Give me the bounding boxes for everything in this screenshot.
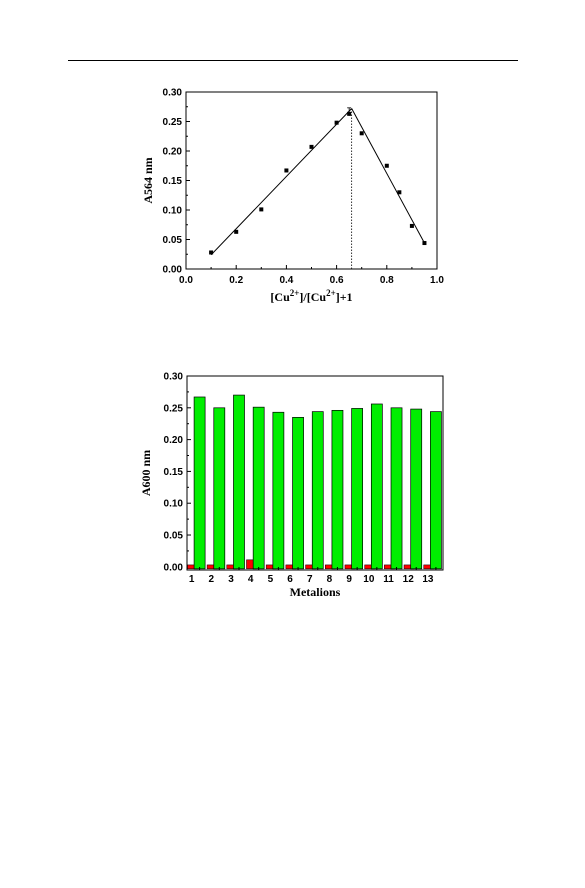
data-point: [209, 250, 214, 255]
bar-x-tick-label: 3: [228, 574, 234, 585]
bar-x-tick-label: 6: [287, 574, 293, 585]
data-point: [397, 190, 402, 195]
data-point: [409, 223, 414, 228]
bar-y-tick-label: 0.25: [164, 403, 184, 414]
x-axis-title-superscript: 2+: [326, 288, 336, 298]
bar-x-tick-label: 7: [307, 574, 313, 585]
y-tick-label: 0.10: [163, 206, 183, 217]
green-bar: [370, 403, 383, 570]
data-point: [422, 241, 427, 246]
green-bar: [213, 407, 226, 570]
y-tick-label: 0.25: [163, 117, 183, 128]
y-tick-label: 0.15: [163, 176, 183, 187]
header-rule: [68, 60, 518, 61]
bar-x-tick-label: 4: [248, 574, 254, 585]
green-bar: [410, 408, 423, 570]
data-point: [334, 120, 339, 125]
bar-plot-frame: [186, 375, 444, 571]
bar-y-tick-label: 0.20: [164, 435, 184, 446]
green-bar: [331, 409, 344, 570]
x-axis-title-part: ]/[Cu: [299, 290, 326, 304]
data-point: [309, 144, 314, 149]
bar-y-axis-title: A600 nm: [139, 450, 153, 496]
fit-line: [210, 108, 353, 256]
bar-y-tick-label: 0.10: [164, 499, 184, 510]
x-tick-label: 0.2: [229, 275, 243, 286]
green-bar: [292, 416, 304, 570]
green-bar: [252, 406, 265, 570]
y-tick-label: 0.30: [163, 88, 183, 99]
green-bar: [390, 407, 403, 570]
bar-y-tick-label: 0.15: [164, 467, 184, 478]
bar-x-tick-label: 9: [346, 574, 352, 585]
bar-x-tick-label: 13: [422, 574, 434, 585]
data-point: [284, 168, 289, 173]
green-bar: [272, 411, 285, 570]
green-bar: [311, 411, 324, 570]
data-point: [359, 131, 364, 136]
y-tick-label: 0.00: [163, 265, 183, 276]
data-point: [384, 163, 389, 168]
bar-y-tick-label: 0.00: [164, 562, 184, 573]
x-tick-label: 0.8: [380, 275, 394, 286]
x-axis-title-superscript: 2+: [290, 288, 300, 298]
y-axis-title: A564 nm: [141, 157, 155, 203]
bar-y-tick-label: 0.30: [164, 372, 184, 383]
bar-x-tick-label: 12: [403, 574, 415, 585]
green-bar: [351, 408, 364, 570]
data-point: [259, 207, 264, 212]
bar-x-tick-label: 11: [383, 574, 394, 585]
x-axis-title: [Cu2+]/[Cu2+]+1: [270, 288, 352, 304]
x-tick-label: 0.0: [179, 275, 193, 286]
bar-x-tick-label: 8: [327, 574, 333, 585]
x-tick-label: 0.4: [279, 275, 293, 286]
x-tick-label: 1.0: [430, 275, 444, 286]
y-tick-label: 0.05: [163, 235, 183, 246]
x-tick-label: 0.6: [330, 275, 344, 286]
bar-y-tick-label: 0.05: [164, 531, 184, 542]
bar-x-tick-label: 5: [268, 574, 274, 585]
y-tick-label: 0.20: [163, 147, 183, 158]
data-point: [234, 229, 239, 234]
bar-x-tick-label: 10: [363, 574, 375, 585]
bar-x-tick-label: 2: [209, 574, 215, 585]
green-bar: [430, 411, 442, 570]
green-bar: [193, 396, 206, 570]
bar-x-axis-title: Metalions: [290, 585, 341, 599]
x-axis-title-part: ]+1: [336, 290, 353, 304]
fit-line: [351, 108, 425, 244]
bar-x-tick-label: 1: [189, 574, 195, 585]
green-bar: [233, 394, 245, 570]
x-axis-title-part: [Cu: [270, 290, 290, 304]
